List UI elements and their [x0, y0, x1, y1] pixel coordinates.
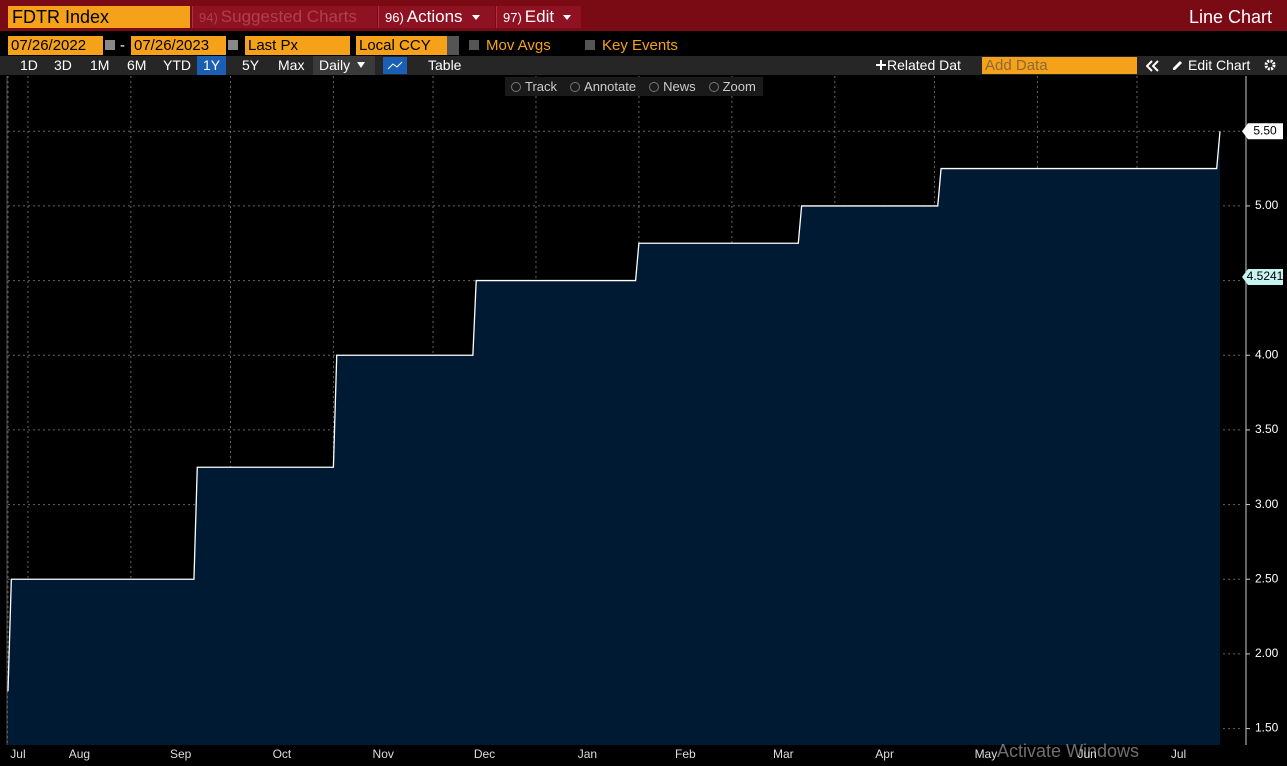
currency-select[interactable]: Local CCY — [356, 36, 447, 55]
edit-chart[interactable]: Edit Chart — [1188, 57, 1251, 73]
frequency-select[interactable]: Daily — [313, 56, 375, 75]
period-button[interactable]: 3D — [54, 57, 72, 73]
key-events[interactable]: Key Events — [602, 37, 678, 54]
price-marker-label: 5.50 — [1253, 123, 1277, 137]
x-tick-label: Nov — [373, 747, 394, 761]
x-tick-label: Aug — [69, 747, 90, 761]
chart-type: Line Chart — [1188, 7, 1272, 27]
price-marker — [1242, 123, 1283, 140]
chart-tool[interactable]: News — [643, 77, 703, 96]
start-date[interactable]: 07/26/2022 — [8, 36, 103, 55]
collapse-icon[interactable] — [1146, 60, 1160, 72]
period-button[interactable]: 5Y — [242, 57, 260, 73]
checkbox[interactable] — [469, 40, 479, 50]
related-data[interactable]: Related Dat — [887, 57, 961, 73]
chart-tools: Track Annotate News Zoom — [505, 77, 763, 96]
chart-tool[interactable]: Track — [505, 77, 564, 96]
y-tick-label: 2.50 — [1255, 571, 1279, 585]
x-tick-label: Sep — [170, 747, 192, 761]
y-tick-label: 4.00 — [1255, 347, 1279, 361]
x-tick-label: Dec — [474, 747, 495, 761]
x-tick-label: Jul — [10, 747, 25, 761]
menu-num: 96) — [385, 10, 404, 25]
frequency-label: Daily — [319, 57, 351, 73]
y-tick-label: 3.50 — [1255, 422, 1279, 436]
chart-tool[interactable]: Annotate — [564, 77, 643, 96]
dropdown-icon — [563, 15, 572, 20]
x-tick-label: Jun — [1077, 747, 1096, 761]
period-button[interactable]: Max — [278, 57, 305, 73]
price-marker — [1242, 268, 1283, 285]
period-button[interactable]: 1Y — [197, 56, 227, 75]
line — [7, 131, 1221, 692]
date-separator: - — [120, 37, 125, 54]
watermark: Activate Windows — [997, 741, 1140, 761]
checkbox[interactable] — [585, 40, 595, 50]
menu-num: 97) — [503, 10, 522, 25]
dropdown-button[interactable] — [447, 36, 459, 55]
add-data-input[interactable]: Add Data — [982, 57, 1137, 74]
settings-icon[interactable] — [1263, 58, 1277, 72]
menu-label: Suggested Charts — [220, 7, 357, 26]
calendar-icon[interactable] — [228, 40, 238, 50]
x-tick-label: Jul — [1171, 747, 1186, 761]
x-tick-label: Mar — [773, 747, 794, 761]
y-tick-label: 1.50 — [1255, 721, 1279, 735]
y-tick-label: 3.00 — [1255, 497, 1279, 511]
menu-num: 94) — [199, 10, 218, 25]
y-tick-label: 2.00 — [1255, 646, 1279, 660]
chart-tool[interactable]: Zoom — [703, 77, 763, 96]
table-button[interactable]: Table — [428, 57, 462, 73]
price-marker-label: 4.5241 — [1247, 269, 1284, 283]
dropdown-icon — [471, 15, 480, 20]
period-button[interactable]: 1D — [20, 57, 38, 73]
menu-item[interactable]: 94) Suggested Charts — [192, 6, 377, 28]
end-date[interactable]: 07/26/2023 — [131, 36, 226, 55]
x-tick-label: May — [975, 747, 998, 761]
ticker-input[interactable]: FDTR Index — [8, 6, 190, 28]
period-button[interactable]: 6M — [127, 57, 147, 73]
x-tick-label: Jan — [578, 747, 597, 761]
calendar-icon[interactable] — [105, 40, 115, 50]
pencil-icon — [1173, 61, 1182, 70]
area — [8, 131, 1220, 746]
x-tick-label: Apr — [875, 747, 894, 761]
period-button[interactable]: 1M — [90, 57, 110, 73]
line-chart-icon[interactable] — [383, 57, 407, 74]
menu-label: Edit — [524, 7, 555, 26]
y-tick-label: 5.00 — [1255, 198, 1279, 212]
menu-item[interactable]: 96) Actions — [378, 6, 495, 28]
x-tick-label: Feb — [675, 747, 696, 761]
menu-item[interactable]: 97) Edit — [496, 6, 581, 28]
chart: 1.502.002.503.003.504.004.505.005.50JulA… — [6, 76, 1284, 761]
field-select[interactable]: Last Px — [245, 36, 350, 55]
dropdown-icon — [357, 62, 366, 68]
period-button[interactable]: YTD — [163, 57, 191, 73]
menu-label: Actions — [406, 7, 463, 26]
x-tick-label: Oct — [273, 747, 292, 761]
mov-avgs[interactable]: Mov Avgs — [486, 37, 551, 54]
plus-icon — [876, 60, 886, 70]
